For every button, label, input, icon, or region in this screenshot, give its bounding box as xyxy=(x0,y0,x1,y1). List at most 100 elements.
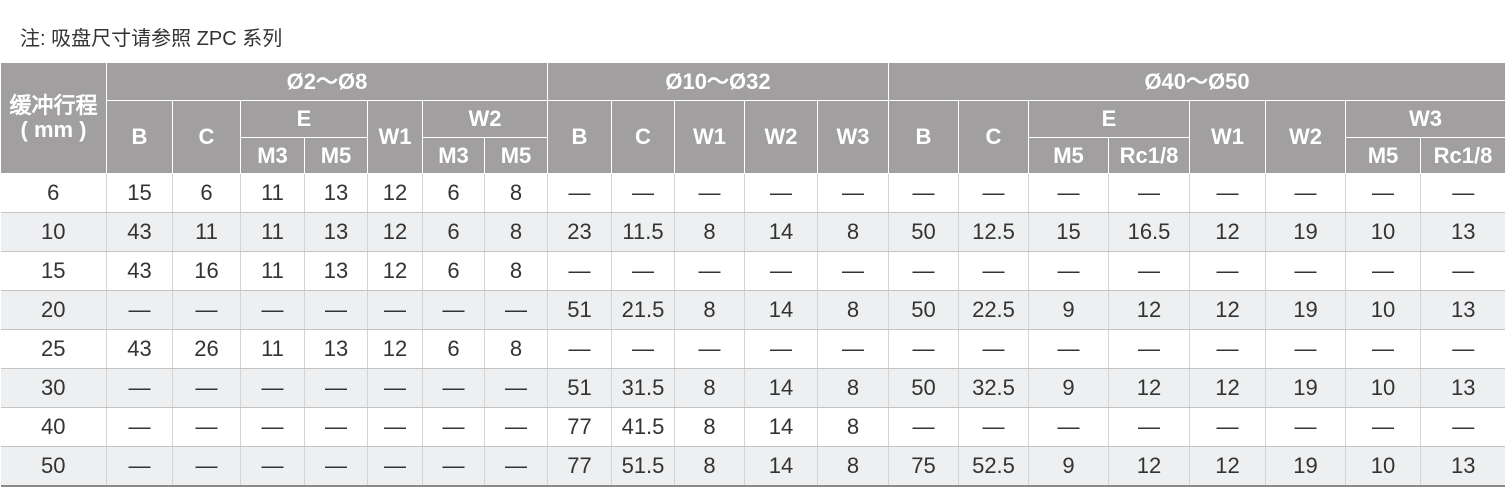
value-cell: — xyxy=(304,290,368,330)
value-cell: 8 xyxy=(817,407,889,447)
value-cell: 8 xyxy=(674,290,745,330)
value-cell: 15 xyxy=(106,173,173,213)
value-cell: — xyxy=(1265,173,1346,213)
value-cell: 6 xyxy=(422,329,485,369)
row-label-header: 缓冲行程( mm ) xyxy=(0,62,107,174)
value-cell: 10 xyxy=(1345,368,1421,408)
value-cell: 50 xyxy=(888,290,959,330)
value-cell: 22.5 xyxy=(958,290,1029,330)
value-cell: — xyxy=(172,290,241,330)
value-cell: 14 xyxy=(744,446,818,487)
column-header: C xyxy=(958,100,1029,174)
value-cell: 9 xyxy=(1028,368,1109,408)
value-cell: — xyxy=(1419,407,1505,447)
value-cell: — xyxy=(547,329,612,369)
value-cell: 8 xyxy=(674,212,745,252)
value-cell: 13 xyxy=(1419,368,1505,408)
value-cell: 12 xyxy=(1108,446,1190,487)
value-cell: 50 xyxy=(888,212,959,252)
value-cell: — xyxy=(1108,329,1190,369)
value-cell: — xyxy=(674,173,745,213)
stroke-cell: 25 xyxy=(0,329,107,369)
value-cell: 13 xyxy=(304,329,368,369)
value-cell: 19 xyxy=(1265,446,1346,487)
data-row: 25 43 26 11 13 12 6 8— — — — — — — — — — — — — xyxy=(0,329,1505,369)
value-cell: 10 xyxy=(1345,446,1421,487)
stroke-cell: 30 xyxy=(0,368,107,408)
value-cell: — xyxy=(422,407,485,447)
value-cell: — xyxy=(240,290,305,330)
value-cell: — xyxy=(1265,251,1346,291)
value-cell: 11.5 xyxy=(611,212,675,252)
value-cell: 8 xyxy=(817,446,889,487)
value-cell: 12 xyxy=(1189,368,1266,408)
subcolumn-header: M5 xyxy=(304,137,368,174)
value-cell: — xyxy=(1108,173,1190,213)
value-cell: — xyxy=(367,290,423,330)
value-cell: — xyxy=(106,290,173,330)
value-cell: 11 xyxy=(172,212,241,252)
value-cell: 43 xyxy=(106,329,173,369)
value-cell: 19 xyxy=(1265,290,1346,330)
value-cell: — xyxy=(422,446,485,487)
data-row: 6 15 6 11 13 12 6 8— — — — — — — — — — — — — xyxy=(0,173,1505,213)
value-cell: 77 xyxy=(547,407,612,447)
value-cell: — xyxy=(484,407,548,447)
value-cell: — xyxy=(1345,251,1421,291)
value-cell: 13 xyxy=(1419,212,1505,252)
value-cell: — xyxy=(1108,407,1190,447)
value-cell: — xyxy=(611,251,675,291)
value-cell: — xyxy=(1345,329,1421,369)
group-header: Ø10～Ø32 xyxy=(547,62,889,101)
value-cell: 16 xyxy=(172,251,241,291)
subcolumn-header: M3 xyxy=(240,137,305,174)
stroke-cell: 50 xyxy=(0,446,107,487)
column-header: B xyxy=(547,100,612,174)
value-cell: 19 xyxy=(1265,368,1346,408)
dimension-table: 缓冲行程( mm ) Ø2～Ø8 Ø10～Ø32 Ø40～Ø50 B C E W1 W2 B C W1… xyxy=(0,62,1505,487)
value-cell: 41.5 xyxy=(611,407,675,447)
value-cell: 16.5 xyxy=(1108,212,1190,252)
value-cell: 8 xyxy=(484,251,548,291)
data-row: 40— — — — — — —77 41.5 8 14 8— — — — — — — — xyxy=(0,407,1505,447)
value-cell: 12 xyxy=(1189,212,1266,252)
value-cell: — xyxy=(304,368,368,408)
value-cell: — xyxy=(240,407,305,447)
value-cell: — xyxy=(744,251,818,291)
data-row: 20— — — — — — —51 21.5 8 14 8 50 22.5 9 12 12 19 10 13 xyxy=(0,290,1505,330)
value-cell: 32.5 xyxy=(958,368,1029,408)
value-cell: — xyxy=(1189,329,1266,369)
stroke-cell: 15 xyxy=(0,251,107,291)
stroke-cell: 6 xyxy=(0,173,107,213)
value-cell: — xyxy=(367,368,423,408)
value-cell: 9 xyxy=(1028,290,1109,330)
value-cell: 9 xyxy=(1028,446,1109,487)
value-cell: 14 xyxy=(744,212,818,252)
value-cell: — xyxy=(674,251,745,291)
row-label-line: ( mm ) xyxy=(20,117,87,142)
subcolumn-header: M5 xyxy=(1028,137,1109,174)
value-cell: 52.5 xyxy=(958,446,1029,487)
data-row: 10 43 11 11 13 12 6 8 23 11.5 8 14 8 50 12.5 15 16.5 12 19… xyxy=(0,212,1505,252)
column-header: C xyxy=(611,100,675,174)
subcolumn-header: M5 xyxy=(484,137,548,174)
value-cell: 12.5 xyxy=(958,212,1029,252)
value-cell: — xyxy=(817,173,889,213)
value-cell: 12 xyxy=(367,329,423,369)
stroke-cell: 40 xyxy=(0,407,107,447)
data-row: 50— — — — — — —77 51.5 8 14 8 75 52.5 9 12 12 19 10 13 xyxy=(0,446,1505,487)
value-cell: — xyxy=(817,251,889,291)
column-header: W1 xyxy=(674,100,745,174)
value-cell: — xyxy=(484,368,548,408)
value-cell: — xyxy=(1419,329,1505,369)
column-header: W2 xyxy=(422,100,548,138)
value-cell: 14 xyxy=(744,407,818,447)
value-cell: 13 xyxy=(1419,446,1505,487)
value-cell: — xyxy=(367,446,423,487)
value-cell: 43 xyxy=(106,212,173,252)
value-cell: 50 xyxy=(888,368,959,408)
value-cell: — xyxy=(958,173,1029,213)
group-header: Ø2～Ø8 xyxy=(106,62,548,101)
value-cell: — xyxy=(422,368,485,408)
